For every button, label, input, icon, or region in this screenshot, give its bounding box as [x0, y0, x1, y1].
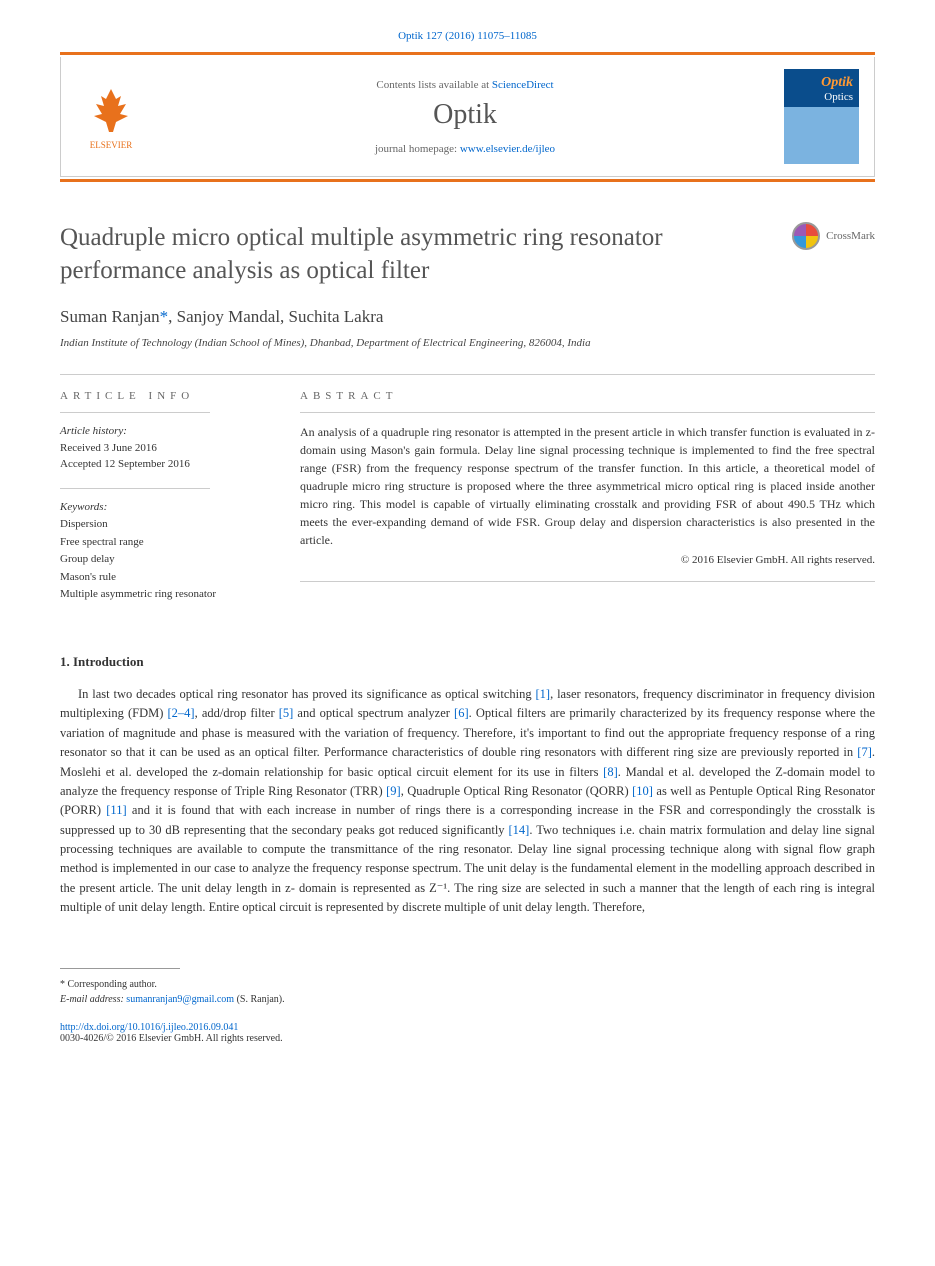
keyword-item: Free spectral range	[60, 534, 260, 552]
corresponding-author-footnote: * Corresponding author. E-mail address: …	[60, 977, 875, 1007]
keyword-item: Group delay	[60, 551, 260, 569]
cover-subtitle: Optics	[824, 91, 853, 103]
article-history: Article history: Received 3 June 2016 Ac…	[60, 423, 260, 473]
author-email-link[interactable]: sumanranjan9@gmail.com	[126, 994, 234, 1005]
email-label: E-mail address:	[60, 994, 126, 1005]
introduction-heading: 1. Introduction	[60, 654, 875, 670]
corresponding-marker: *	[160, 307, 169, 326]
keyword-item: Dispersion	[60, 516, 260, 534]
crossmark-label: CrossMark	[826, 230, 875, 242]
keywords-block: Keywords: Dispersion Free spectral range…	[60, 499, 260, 605]
citation-ref[interactable]: [9]	[386, 784, 401, 798]
abstract-divider	[300, 412, 875, 413]
citation-line: Optik 127 (2016) 11075–11085	[60, 30, 875, 42]
affiliation: Indian Institute of Technology (Indian S…	[60, 337, 875, 349]
abstract-text: An analysis of a quadruple ring resonato…	[300, 423, 875, 549]
publisher-logo: ELSEVIER	[76, 84, 146, 150]
journal-name: Optik	[146, 99, 784, 131]
info-divider-2	[60, 488, 210, 489]
top-accent-bar	[60, 52, 875, 55]
keywords-label: Keywords:	[60, 499, 260, 517]
crossmark-icon	[792, 222, 820, 250]
header-center: Contents lists available at ScienceDirec…	[146, 79, 784, 155]
citation-ref[interactable]: [14]	[509, 823, 530, 837]
received-date: Received 3 June 2016	[60, 440, 260, 457]
crossmark-badge[interactable]: CrossMark	[792, 222, 875, 250]
info-divider-1	[60, 412, 210, 413]
article-info-heading: ARTICLE INFO	[60, 390, 260, 402]
history-label: Article history:	[60, 423, 260, 440]
abstract-copyright: © 2016 Elsevier GmbH. All rights reserve…	[300, 554, 875, 566]
article-title: Quadruple micro optical multiple asymmet…	[60, 222, 680, 287]
email-author-name: (S. Ranjan).	[234, 994, 285, 1005]
accepted-date: Accepted 12 September 2016	[60, 456, 260, 473]
cover-title: Optik	[821, 75, 853, 91]
bottom-copyright: 0030-4026/© 2016 Elsevier GmbH. All righ…	[60, 1033, 875, 1044]
citation-ref[interactable]: [5]	[279, 706, 294, 720]
introduction-body: In last two decades optical ring resonat…	[60, 685, 875, 918]
footnote-divider	[60, 968, 180, 969]
author-list: Suman Ranjan*, Sanjoy Mandal, Suchita La…	[60, 307, 875, 327]
elsevier-tree-icon	[86, 84, 136, 134]
citation-ref[interactable]: [1]	[536, 687, 551, 701]
author-others: , Sanjoy Mandal, Suchita Lakra	[168, 307, 383, 326]
journal-header: ELSEVIER Contents lists available at Sci…	[60, 57, 875, 177]
bottom-accent-bar	[60, 179, 875, 182]
citation-ref[interactable]: [2–4]	[168, 706, 195, 720]
citation-ref[interactable]: [7]	[857, 745, 872, 759]
citation-ref[interactable]: [6]	[454, 706, 469, 720]
citation-ref[interactable]: [8]	[603, 765, 618, 779]
article-info-column: ARTICLE INFO Article history: Received 3…	[60, 390, 260, 604]
keyword-item: Mason's rule	[60, 569, 260, 587]
introduction-paragraph: In last two decades optical ring resonat…	[60, 685, 875, 918]
citation-ref[interactable]: [10]	[632, 784, 653, 798]
citation-ref[interactable]: [11]	[106, 803, 126, 817]
doi-link[interactable]: http://dx.doi.org/10.1016/j.ijleo.2016.0…	[60, 1022, 875, 1033]
abstract-column: ABSTRACT An analysis of a quadruple ring…	[300, 390, 875, 604]
journal-cover-thumbnail: Optik Optics	[784, 69, 859, 164]
abstract-divider-bottom	[300, 581, 875, 582]
corr-author-label: * Corresponding author.	[60, 977, 875, 992]
author-primary: Suman Ranjan	[60, 307, 160, 326]
contents-available-line: Contents lists available at ScienceDirec…	[146, 79, 784, 91]
homepage-line: journal homepage: www.elsevier.de/ijleo	[146, 143, 784, 155]
keyword-item: Multiple asymmetric ring resonator	[60, 586, 260, 604]
sciencedirect-link[interactable]: ScienceDirect	[492, 79, 554, 91]
homepage-link[interactable]: www.elsevier.de/ijleo	[460, 143, 555, 155]
abstract-heading: ABSTRACT	[300, 390, 875, 402]
divider-top	[60, 374, 875, 375]
